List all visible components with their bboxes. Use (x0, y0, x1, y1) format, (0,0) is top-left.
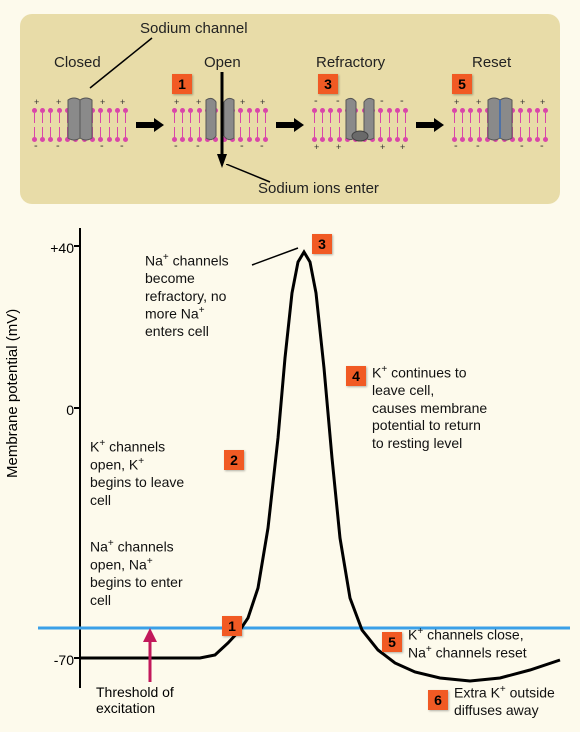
channel-reset-icon (484, 96, 516, 142)
chart-annotation-5: K+ channels close,Na+ channels reset (408, 626, 527, 662)
chart-marker-4: 4 (346, 366, 366, 386)
chart-marker-1: 1 (222, 616, 242, 636)
chart-annotation-3: Na+ channelsbecomerefractory, nomore Na+… (145, 252, 229, 341)
chart-marker-3: 3 (312, 234, 332, 254)
state-marker-3: 3 (318, 74, 338, 94)
chart-marker-6: 6 (428, 690, 448, 710)
state-label-open: Open (204, 54, 241, 71)
chart-marker-2: 2 (224, 450, 244, 470)
chart-annotation-2: K+ channelsopen, K+begins to leavecell (90, 438, 184, 509)
chart-annotation-4: K+ continues toleave cell,causes membran… (372, 364, 487, 452)
action-potential-chart: Membrane potential (mV) +40 0 -70 3Na+ c… (0, 218, 580, 732)
state-label-closed: Closed (54, 54, 101, 71)
threshold-label: Threshold ofexcitation (96, 684, 206, 716)
arrow-icon (416, 118, 444, 132)
ion-entry-label: Sodium ions enter (258, 180, 379, 197)
state-label-refractory: Refractory (316, 54, 385, 71)
arrow-icon (276, 118, 304, 132)
state-label-reset: Reset (472, 54, 511, 71)
channel-closed-icon (64, 96, 96, 142)
chart-annotation-1: Na+ channelsopen, Na+begins to entercell (90, 538, 183, 609)
chart-marker-5: 5 (382, 632, 402, 652)
state-marker-5: 5 (452, 74, 472, 94)
arrow-icon (136, 118, 164, 132)
chart-annotation-6: Extra K+ outsidediffuses away (454, 684, 555, 720)
channel-states-panel: Sodium channel Closed Open Refractory Re… (20, 14, 560, 204)
ion-entry-arrow-icon (217, 72, 227, 168)
state-marker-1: 1 (172, 74, 192, 94)
channel-refractory-icon (344, 96, 376, 142)
